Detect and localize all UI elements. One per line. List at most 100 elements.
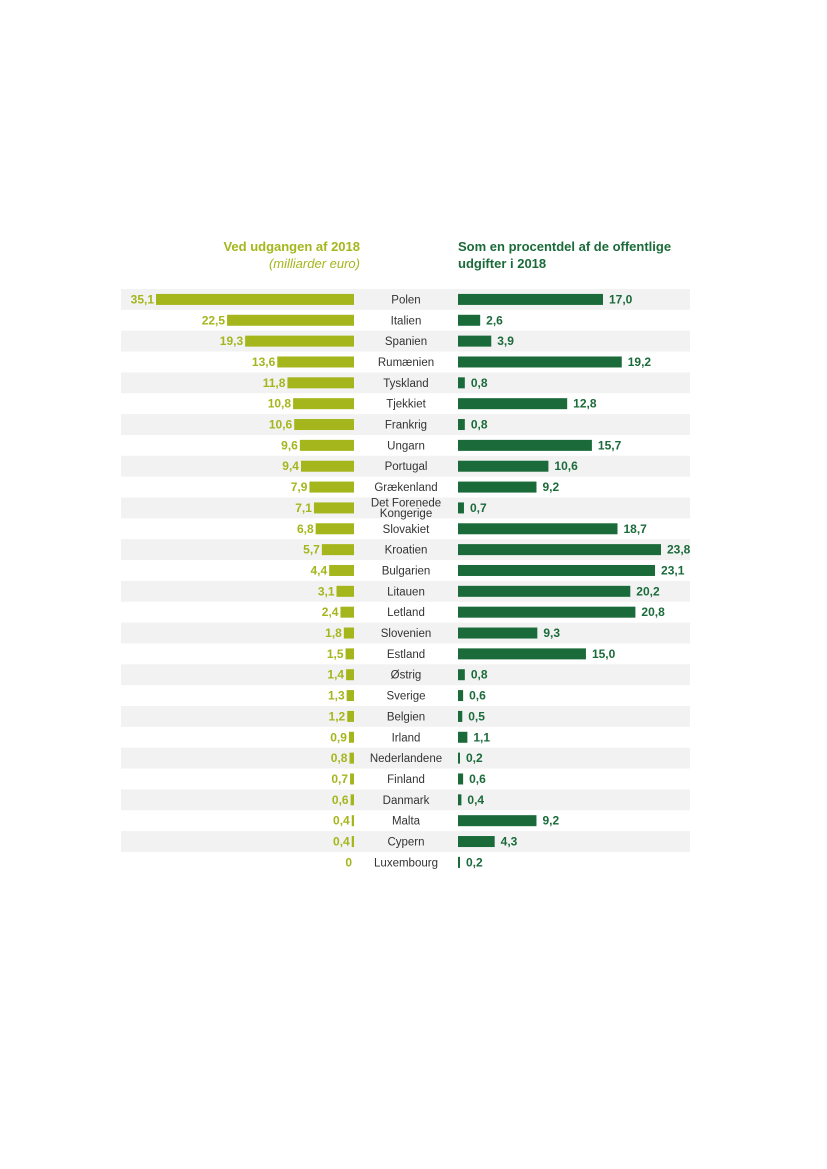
right-bar <box>458 773 464 785</box>
right-bar <box>458 690 464 702</box>
left-value-label: 4,4 <box>310 563 327 577</box>
country-label: Luxembourg <box>374 857 438 869</box>
country-label: Belgien <box>387 711 425 723</box>
left-value-label: 13,6 <box>252 355 276 369</box>
right-bar <box>458 731 468 743</box>
country-label: Polen <box>391 294 420 306</box>
right-value-label: 0,8 <box>471 376 488 390</box>
left-bar <box>277 356 354 368</box>
right-bar <box>458 585 631 597</box>
country-label: Litauen <box>387 586 425 598</box>
left-value-label: 5,7 <box>303 543 320 557</box>
right-value-label: 2,6 <box>486 313 503 327</box>
right-value-label: 0,8 <box>471 668 488 682</box>
right-bar <box>458 314 481 326</box>
left-value-label: 1,2 <box>329 709 346 723</box>
right-bar <box>458 293 603 305</box>
left-bar <box>156 293 354 305</box>
left-value-label: 9,6 <box>281 438 298 452</box>
left-bar <box>351 836 354 848</box>
left-bar <box>350 773 354 785</box>
country-label: Italien <box>391 315 422 327</box>
left-bar <box>336 585 354 597</box>
country-label: Slovenien <box>381 628 432 640</box>
right-value-label: 9,2 <box>542 814 559 828</box>
left-value-label: 1,8 <box>325 626 342 640</box>
left-value-label: 0,9 <box>330 730 347 744</box>
row-stripe <box>121 372 690 394</box>
left-chart-title: Ved udgangen af 2018 (milliarder euro) <box>160 238 360 272</box>
right-bar <box>458 335 492 347</box>
right-title-line2: udgifter i 2018 <box>458 256 547 271</box>
right-bar <box>458 836 495 848</box>
country-label: Kroatien <box>385 545 428 557</box>
left-bar <box>343 627 354 639</box>
right-bar <box>458 606 636 618</box>
left-bar <box>300 460 354 472</box>
right-title-line1: Som en procentdel af de offentlige <box>458 239 672 254</box>
right-value-label: 23,8 <box>667 543 691 557</box>
right-bar <box>458 523 618 535</box>
country-label: Slovakiet <box>383 524 430 536</box>
right-value-label: 0,5 <box>468 709 485 723</box>
right-value-label: 0,2 <box>466 855 483 869</box>
right-value-label: 15,7 <box>598 438 622 452</box>
left-bar <box>351 815 354 827</box>
row-stripe <box>121 414 690 435</box>
left-bar <box>309 481 354 493</box>
left-value-label: 0,7 <box>331 772 348 786</box>
left-value-label: 9,4 <box>282 459 299 473</box>
left-value-label: 1,3 <box>328 689 345 703</box>
row-stripe <box>121 706 690 727</box>
left-value-label: 3,1 <box>318 584 335 598</box>
left-value-label: 1,4 <box>327 668 344 682</box>
country-label: Det Forenede <box>371 497 441 509</box>
right-value-label: 0,6 <box>469 689 486 703</box>
left-value-label: 35,1 <box>131 292 155 306</box>
country-label: Østrig <box>391 670 422 682</box>
left-value-label: 0,4 <box>333 814 350 828</box>
country-label: Finland <box>387 774 425 786</box>
right-bar <box>458 669 465 681</box>
left-bar <box>299 439 354 451</box>
right-value-label: 10,6 <box>554 459 578 473</box>
right-bar <box>458 460 549 472</box>
left-bar <box>347 710 354 722</box>
country-label: Rumænien <box>378 357 434 369</box>
left-value-label: 19,3 <box>220 334 244 348</box>
right-value-label: 0,6 <box>469 772 486 786</box>
right-bar <box>458 356 622 368</box>
left-bar <box>349 752 354 764</box>
row-stripe <box>121 831 690 852</box>
left-bar <box>348 731 354 743</box>
country-label: Estland <box>387 649 425 661</box>
left-value-label: 7,1 <box>295 501 312 515</box>
country-label: Danmark <box>383 795 430 807</box>
country-label: Irland <box>392 732 421 744</box>
country-label: Cypern <box>387 837 424 849</box>
right-bar <box>458 398 568 410</box>
country-label: Grækenland <box>374 482 437 494</box>
left-bar <box>350 794 354 806</box>
left-bar <box>321 544 354 556</box>
right-value-label: 9,3 <box>543 626 560 640</box>
left-bar <box>293 398 354 410</box>
right-bar <box>458 627 538 639</box>
country-label: Frankrig <box>385 420 427 432</box>
left-bar <box>340 606 354 618</box>
left-bar <box>227 314 354 326</box>
country-label: Tjekkiet <box>386 399 426 411</box>
left-value-label: 10,6 <box>269 418 293 432</box>
right-value-label: 15,0 <box>592 647 616 661</box>
right-bar <box>458 815 537 827</box>
left-value-label: 22,5 <box>202 313 226 327</box>
left-value-label: 7,9 <box>291 480 308 494</box>
left-bar <box>346 669 354 681</box>
right-value-label: 23,1 <box>661 563 685 577</box>
row-stripe <box>121 747 690 769</box>
left-bar <box>315 523 354 535</box>
right-value-label: 18,7 <box>624 522 648 536</box>
left-value-label: 10,8 <box>268 397 292 411</box>
right-bar <box>458 648 586 660</box>
